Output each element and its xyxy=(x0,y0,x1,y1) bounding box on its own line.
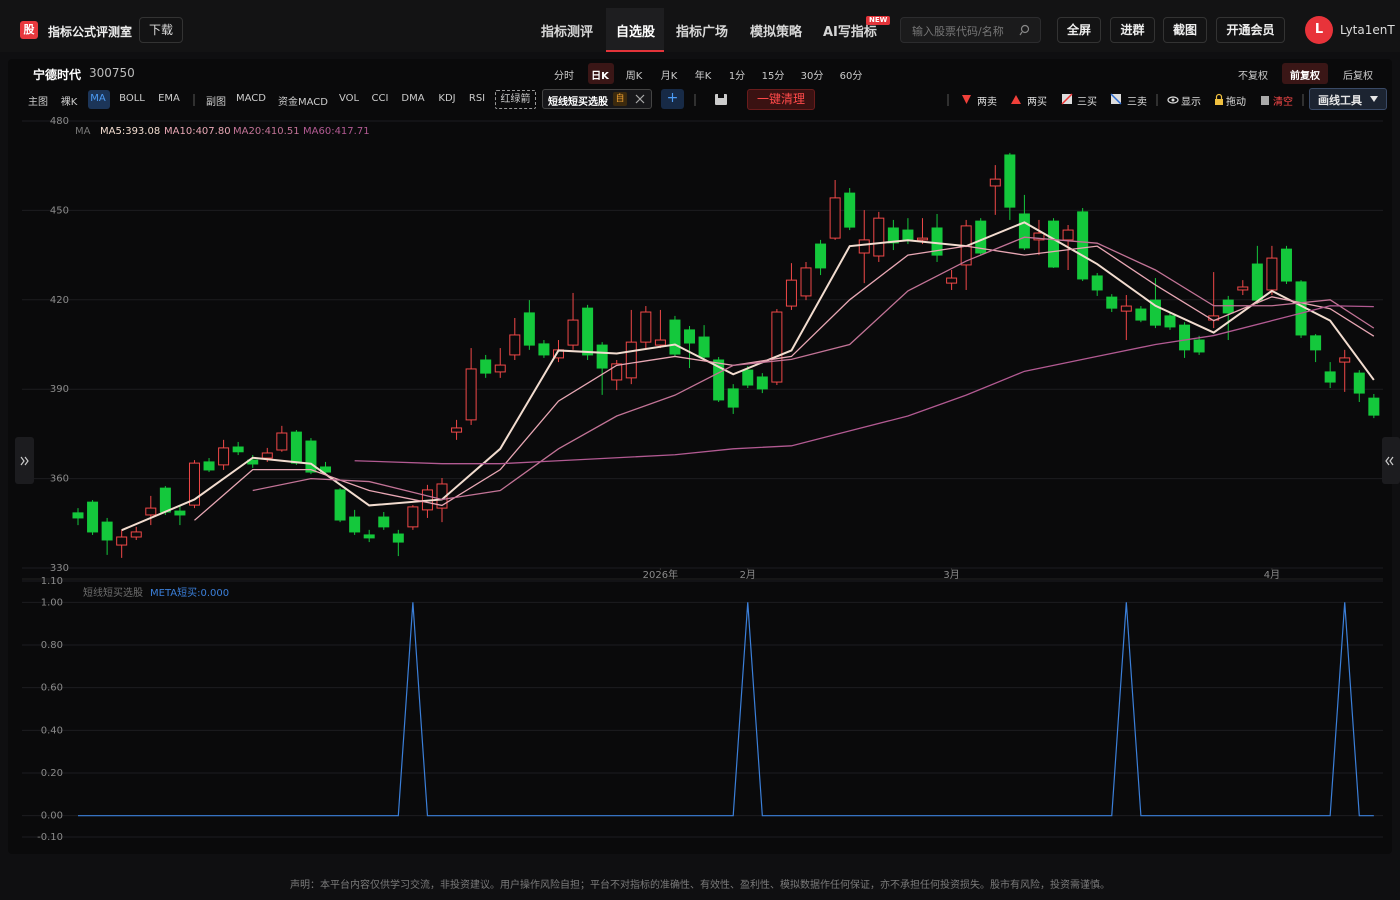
stock-name: 宁德时代 xyxy=(33,68,82,82)
sub-indicator[interactable]: 资金MACD xyxy=(278,97,328,108)
sub-indicator[interactable]: DMA xyxy=(401,93,425,104)
empty-button[interactable]: 清空 xyxy=(1273,97,1293,108)
custom-badge: 自 xyxy=(613,92,627,106)
nav-item[interactable]: AI写指标 xyxy=(823,25,877,40)
period-tab[interactable]: 分时 xyxy=(554,71,574,82)
sub-indicator[interactable]: VOL xyxy=(338,93,360,104)
app-name: 指标公式评测室 xyxy=(48,25,133,39)
sub-indicator[interactable]: RSI xyxy=(468,93,486,104)
main-indicator[interactable]: BOLL xyxy=(119,93,145,104)
download-button[interactable]: 下载 xyxy=(139,17,183,43)
nav-item[interactable]: 自选股 xyxy=(616,25,656,40)
search-placeholder: 输入股票代码/名称 xyxy=(912,25,1004,38)
adjust-tab[interactable]: 后复权 xyxy=(1343,71,1373,82)
draw-tools-label: 画线工具 xyxy=(1318,94,1362,107)
period-tab[interactable]: 15分 xyxy=(761,71,785,82)
logo: 股 xyxy=(20,21,38,39)
period-tab[interactable]: 月K xyxy=(660,71,678,82)
chart-panel xyxy=(8,59,1392,854)
main-indicator[interactable]: MA xyxy=(90,93,106,104)
active-indicator: 短线短买选股 xyxy=(548,97,608,108)
avatar[interactable]: L xyxy=(1305,16,1333,44)
period-tab[interactable]: 周K xyxy=(625,71,643,82)
header-button[interactable]: 进群 xyxy=(1110,17,1155,43)
side-toggle-right[interactable] xyxy=(1382,437,1400,484)
disclaimer: 声明：本平台内容仅供学习交流，非投资建议。用户操作风险自担；平台不对指标的准确性… xyxy=(290,880,1110,891)
nav-item[interactable]: 指标测评 xyxy=(541,25,594,40)
search-box[interactable] xyxy=(900,17,1041,43)
clear-button[interactable]: 一键清理 xyxy=(747,89,815,110)
arrow-button[interactable]: 红绿箭 xyxy=(495,90,536,109)
signal-button[interactable]: 两买 xyxy=(1027,97,1047,108)
adjust-active xyxy=(1282,63,1328,84)
sub-indicator[interactable]: MACD xyxy=(236,93,266,104)
adjust-tab[interactable]: 前复权 xyxy=(1290,71,1320,82)
username: Lyta1enT xyxy=(1340,23,1395,37)
sub-label: 副图 xyxy=(206,97,226,108)
sub-indicator[interactable]: KDJ xyxy=(438,93,456,104)
side-toggle-left[interactable] xyxy=(15,437,34,484)
nav-active xyxy=(606,8,664,52)
new-badge: NEW xyxy=(866,16,891,25)
drag-button[interactable]: 拖动 xyxy=(1226,97,1246,108)
header-button[interactable]: 截图 xyxy=(1163,17,1207,43)
signal-button[interactable]: 三买 xyxy=(1077,97,1097,108)
plus-button[interactable]: + xyxy=(661,89,684,109)
signal-button[interactable]: 三卖 xyxy=(1127,97,1147,108)
signal-button[interactable]: 两卖 xyxy=(977,97,997,108)
ma-active xyxy=(88,90,110,109)
stock-code: 300750 xyxy=(89,66,135,80)
main-label: 主图 xyxy=(28,97,48,108)
draw-tools-button[interactable] xyxy=(1309,88,1387,110)
period-active xyxy=(588,63,614,84)
period-tab[interactable]: 年K xyxy=(694,71,712,82)
header-button[interactable]: 开通会员 xyxy=(1216,17,1285,43)
main-indicator[interactable]: 裸K xyxy=(60,97,78,108)
main-indicator[interactable]: EMA xyxy=(158,93,180,104)
period-tab[interactable]: 60分 xyxy=(839,71,863,82)
sub-indicator[interactable]: CCI xyxy=(371,93,389,104)
nav-item[interactable]: 模拟策略 xyxy=(750,25,803,40)
period-tab[interactable]: 1分 xyxy=(728,71,746,82)
adjust-tab[interactable]: 不复权 xyxy=(1238,71,1268,82)
show-button[interactable]: 显示 xyxy=(1181,97,1201,108)
header-button[interactable]: 全屏 xyxy=(1057,17,1101,43)
period-tab[interactable]: 30分 xyxy=(800,71,824,82)
period-tab[interactable]: 日K xyxy=(591,71,609,82)
nav-item[interactable]: 指标广场 xyxy=(676,25,729,40)
header-bar xyxy=(0,0,1400,52)
